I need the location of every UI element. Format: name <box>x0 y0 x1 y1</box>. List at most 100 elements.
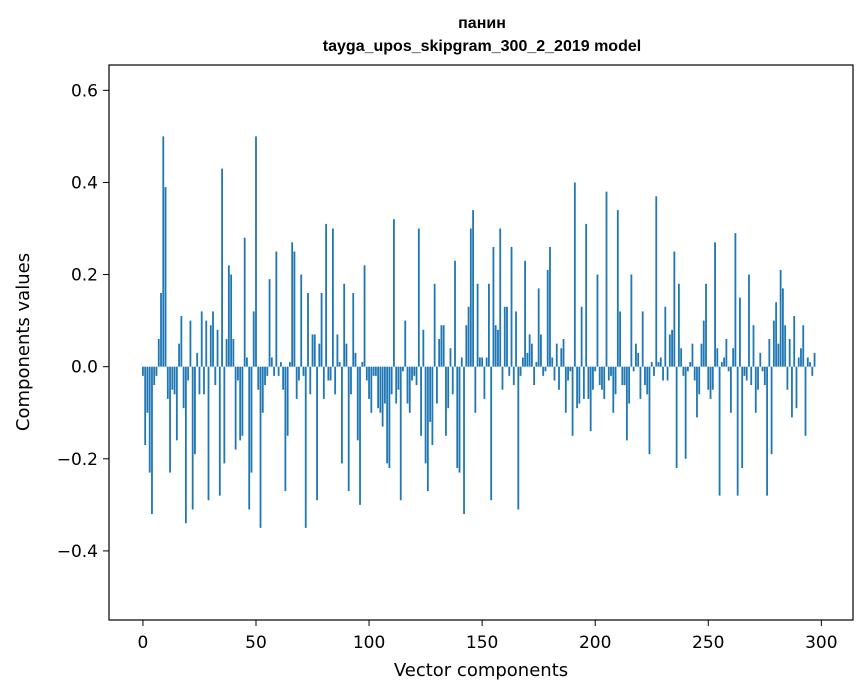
bar-5 <box>153 366 156 386</box>
bar-174 <box>535 362 538 367</box>
bar-268 <box>748 274 750 367</box>
y-tick-label: 0.6 <box>71 81 98 101</box>
bar-92 <box>350 366 352 395</box>
bar-156 <box>494 325 497 367</box>
bar-63 <box>284 366 287 492</box>
bar-257 <box>723 357 726 367</box>
bar-265 <box>741 366 744 469</box>
bar-17 <box>180 316 183 367</box>
bar-172 <box>530 343 533 367</box>
bar-229 <box>659 357 662 367</box>
bar-121 <box>415 366 418 386</box>
bar-202 <box>598 366 601 386</box>
bar-45 <box>243 237 246 367</box>
bar-130 <box>436 366 438 404</box>
bar-26 <box>200 311 203 367</box>
bar-53 <box>261 366 264 413</box>
bar-232 <box>666 366 669 381</box>
bar-203 <box>601 366 603 390</box>
bar-205 <box>605 191 608 367</box>
bar-15 <box>175 366 178 441</box>
bar-8 <box>160 292 162 367</box>
y-tick-label: 0.4 <box>71 173 98 193</box>
bar-55 <box>266 366 269 376</box>
bar-99 <box>365 366 368 381</box>
bar-213 <box>623 366 626 386</box>
bar-234 <box>671 329 673 367</box>
bar-132 <box>440 325 443 367</box>
bar-211 <box>619 311 621 367</box>
bar-134 <box>445 366 447 436</box>
bar-129 <box>433 283 436 367</box>
bar-47 <box>248 366 251 510</box>
bar-54 <box>264 366 266 386</box>
bar-258 <box>725 339 728 367</box>
bar-282 <box>779 269 782 367</box>
bar-244 <box>693 366 696 381</box>
bar-22 <box>191 366 194 510</box>
bar-225 <box>650 362 653 367</box>
bar-186 <box>562 339 565 367</box>
bar-171 <box>528 334 531 367</box>
bar-138 <box>454 260 456 367</box>
bar-261 <box>732 348 735 367</box>
bar-56 <box>268 279 271 367</box>
bar-149 <box>478 357 481 367</box>
bar-182 <box>553 366 556 381</box>
bar-111 <box>393 219 395 367</box>
bar-46 <box>246 357 248 367</box>
bar-103 <box>374 366 377 376</box>
bar-200 <box>594 366 597 372</box>
bar-61 <box>279 362 282 367</box>
bar-29 <box>207 366 210 501</box>
bar-267 <box>745 366 748 381</box>
bar-59 <box>275 251 278 367</box>
bar-100 <box>368 366 370 399</box>
bar-291 <box>800 348 802 367</box>
bar-20 <box>187 366 190 381</box>
bar-104 <box>377 366 380 409</box>
bar-292 <box>802 325 805 367</box>
bar-49 <box>252 311 255 367</box>
bar-44 <box>241 366 244 436</box>
bar-94 <box>354 352 357 367</box>
x-tick-label: 100 <box>353 633 385 653</box>
bar-12 <box>169 366 171 473</box>
x-tick-label: 250 <box>692 633 724 653</box>
bar-107 <box>383 366 386 404</box>
y-ticks-group: −0.4 −0.2 0.0 0.2 0.4 0.6 <box>57 81 109 562</box>
bar-32 <box>214 366 217 386</box>
bar-24 <box>196 352 199 367</box>
bar-178 <box>544 366 547 372</box>
bar-287 <box>791 366 793 418</box>
bar-241 <box>687 366 689 372</box>
bar-72 <box>304 366 307 528</box>
bar-195 <box>582 366 585 399</box>
bar-98 <box>363 265 366 367</box>
bar-151 <box>483 366 486 399</box>
bar-252 <box>711 366 714 390</box>
bar-175 <box>537 288 540 367</box>
bar-139 <box>456 366 459 469</box>
bar-263 <box>736 366 739 496</box>
bar-245 <box>696 366 698 418</box>
bar-105 <box>379 366 382 413</box>
bar-76 <box>313 334 316 367</box>
bar-79 <box>320 292 323 367</box>
bar-52 <box>259 366 262 528</box>
bar-48 <box>250 366 253 473</box>
bar-223 <box>646 366 649 395</box>
y-tick-label: −0.2 <box>57 450 98 470</box>
bar-16 <box>178 343 181 367</box>
bar-66 <box>291 242 294 367</box>
bar-184 <box>558 366 560 390</box>
bar-255 <box>718 366 721 496</box>
bar-237 <box>677 283 680 367</box>
bar-295 <box>809 362 811 367</box>
bar-294 <box>806 357 809 367</box>
bar-163 <box>510 246 513 367</box>
bar-204 <box>603 366 606 399</box>
bar-169 <box>524 260 526 367</box>
bar-273 <box>759 352 762 367</box>
bar-68 <box>295 366 298 399</box>
